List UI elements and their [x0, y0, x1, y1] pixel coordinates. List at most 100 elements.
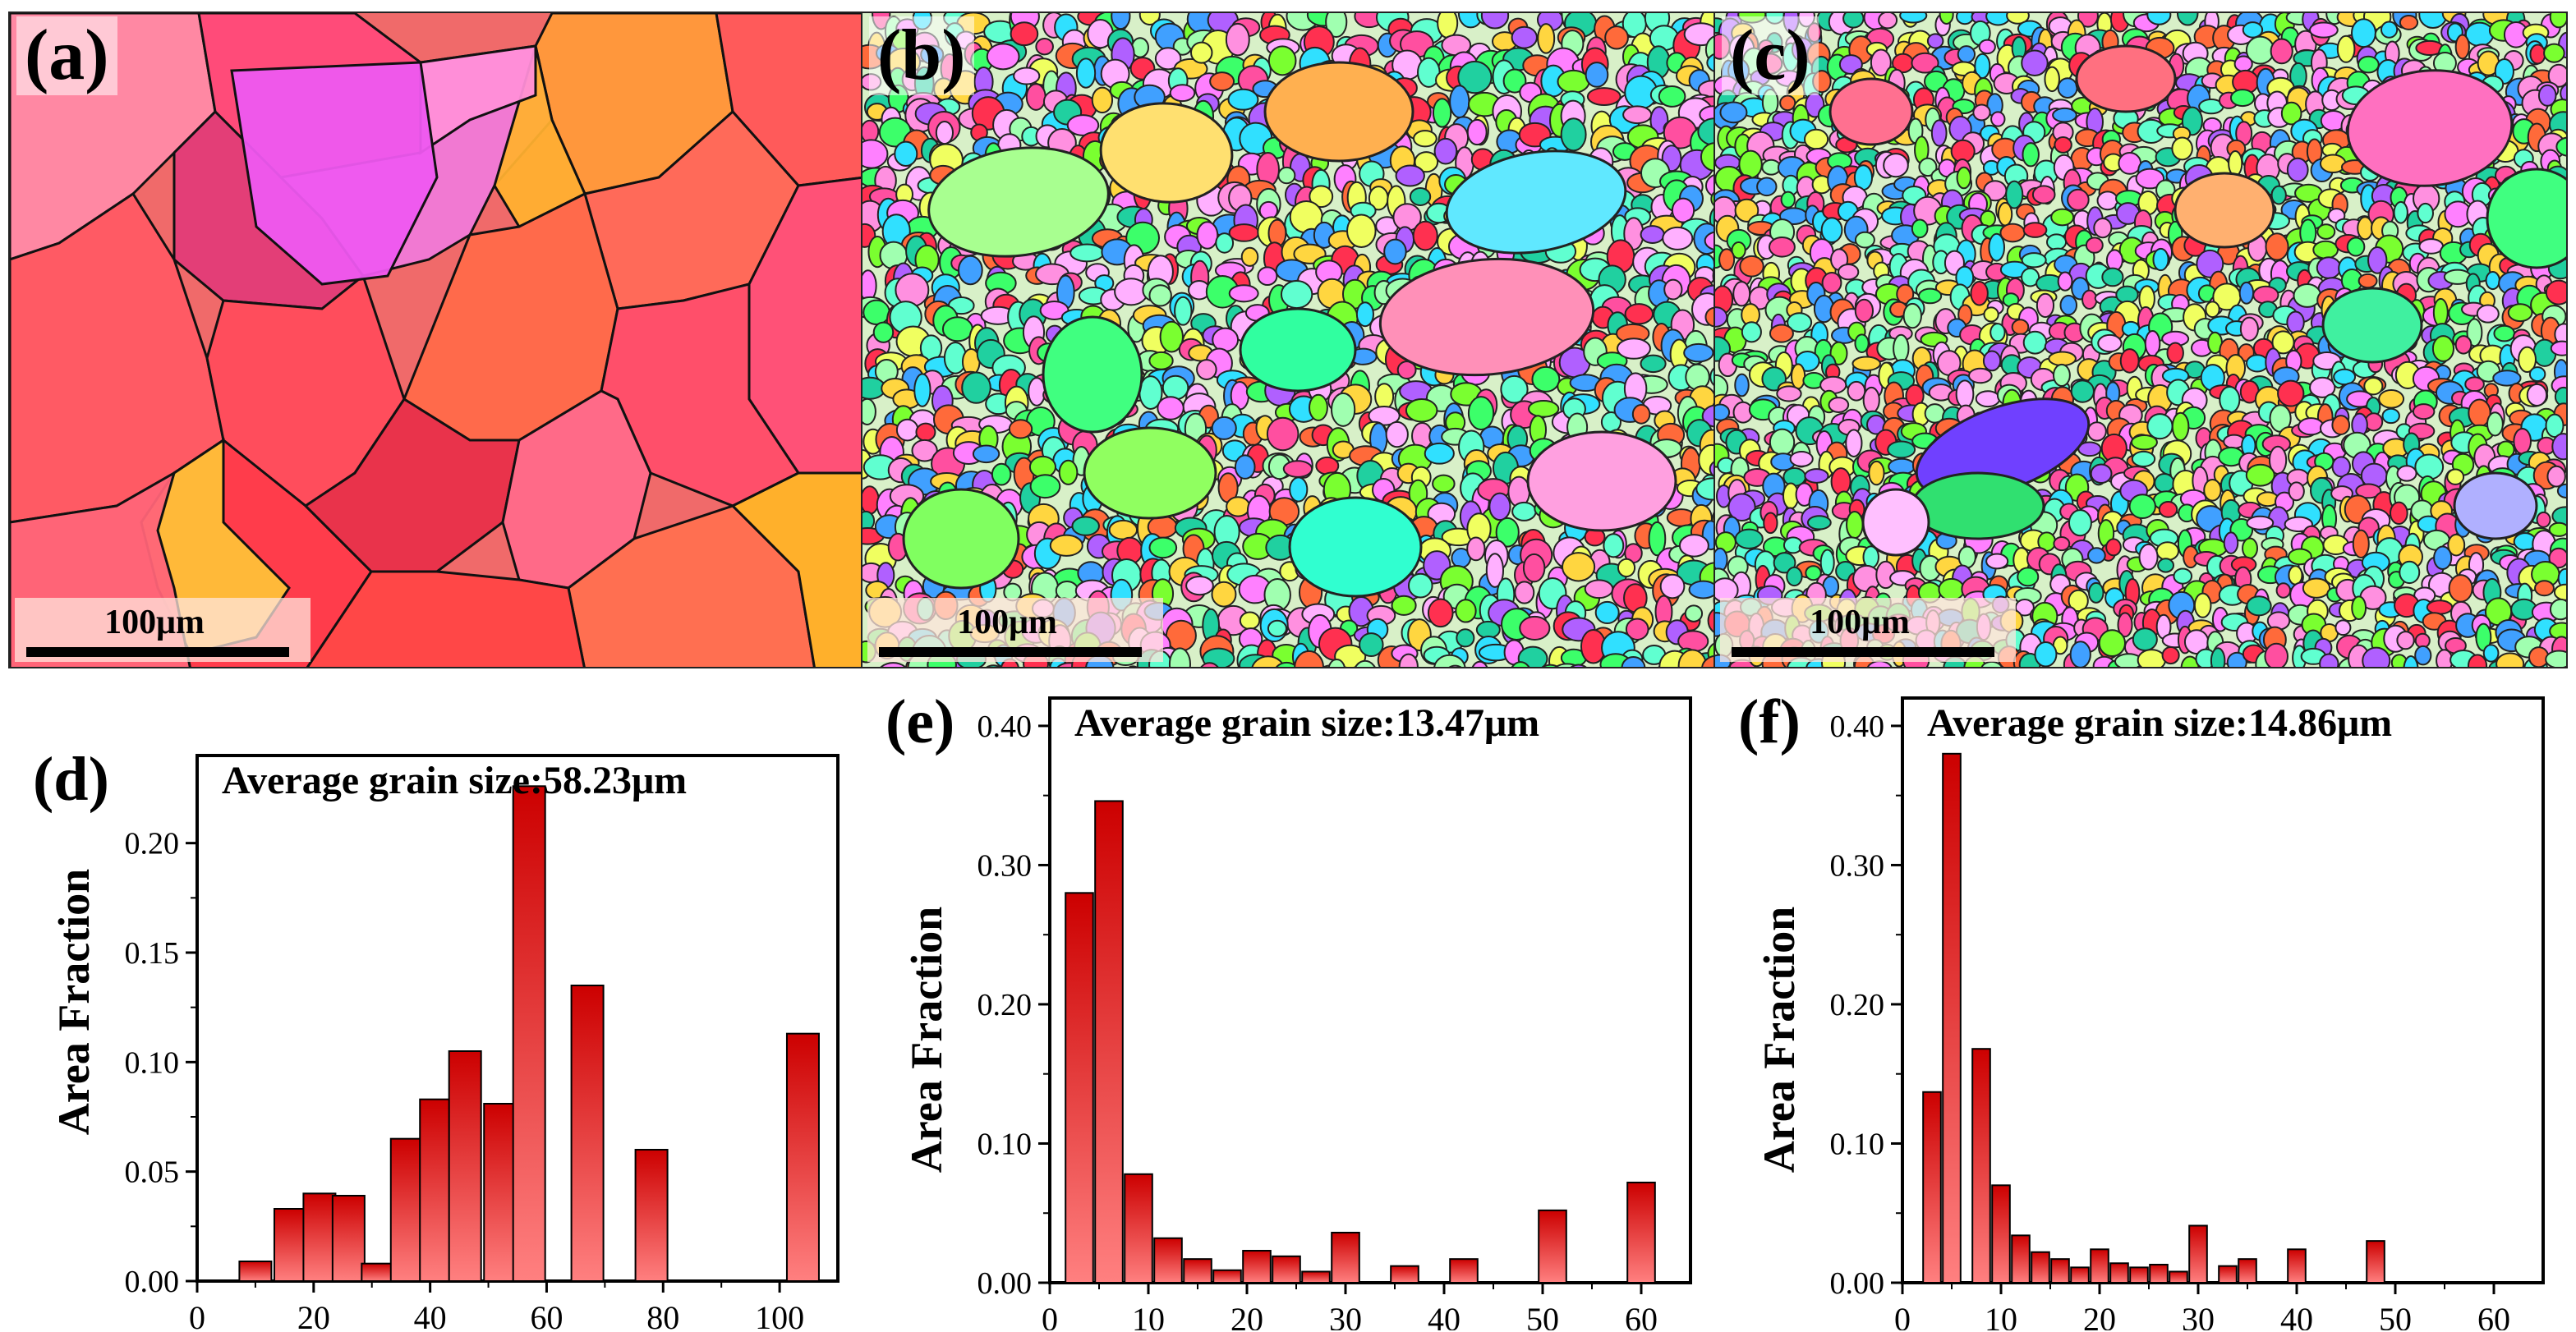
- y-tick-label: 0.20: [125, 827, 180, 861]
- grain-map-a: [10, 13, 861, 667]
- histogram-bar: [1538, 1209, 1567, 1284]
- x-tick-label: 0: [1894, 1301, 1911, 1330]
- histogram-bar: [1272, 1255, 1301, 1284]
- histogram-e: 01020304050600.000.100.200.300.40Diamete…: [886, 687, 1692, 1330]
- histogram-bar: [1991, 1184, 2011, 1284]
- y-tick-label: 0.20: [978, 988, 1033, 1022]
- histogram-bar: [1626, 1181, 1656, 1284]
- histogram-bar: [2188, 1224, 2208, 1284]
- histogram-bar: [2031, 1251, 2050, 1284]
- histogram-bar: [2169, 1270, 2188, 1284]
- y-tick-label: 0.30: [978, 848, 1033, 883]
- y-tick-label: 0.40: [978, 710, 1033, 744]
- histogram-bar: [302, 1192, 337, 1282]
- histogram-bar: [419, 1098, 453, 1283]
- histogram-bar: [361, 1262, 395, 1283]
- y-axis-label: Area Fraction: [1755, 907, 1804, 1173]
- histogram-bar: [1922, 1091, 1942, 1284]
- y-axis-label: Area Fraction: [902, 907, 951, 1173]
- y-tick-label: 0.15: [125, 936, 180, 971]
- x-tick-label: 60: [1625, 1301, 1658, 1330]
- scale-line-c: [1732, 647, 1994, 657]
- x-tick-label: 100: [755, 1299, 804, 1330]
- y-tick-label: 0.00: [1830, 1266, 1885, 1301]
- histogram-bar: [2070, 1266, 2090, 1284]
- ebsd-map-a: (a) 100μm: [8, 11, 862, 668]
- x-tick-label: 40: [2280, 1301, 2313, 1330]
- chart-title: Average grain size:14.86μm: [1927, 701, 2392, 745]
- histogram-bar: [1449, 1258, 1479, 1284]
- chart-panel-label: (e): [886, 687, 954, 756]
- ebsd-map-b: (b) 100μm: [861, 11, 1715, 668]
- x-tick-label: 30: [2182, 1301, 2215, 1330]
- y-tick-label: 0.30: [1830, 848, 1885, 883]
- histogram-bar: [1242, 1250, 1272, 1284]
- y-tick-label: 0.40: [1830, 710, 1885, 744]
- y-tick-label: 0.00: [978, 1266, 1033, 1301]
- grain-map-c: [1715, 13, 2566, 667]
- x-tick-label: 10: [1132, 1301, 1165, 1330]
- scale-text-c: 100μm: [1810, 604, 1910, 641]
- scale-bar-c: 100μm: [1720, 598, 2016, 662]
- histogram-bar: [2218, 1265, 2238, 1284]
- scale-line-b: [879, 647, 1142, 657]
- y-tick-label: 0.05: [125, 1155, 180, 1190]
- histogram-bar: [1065, 892, 1094, 1284]
- histogram-bar: [1331, 1231, 1360, 1284]
- x-tick-label: 40: [414, 1299, 447, 1330]
- chart-title: Average grain size:58.23μm: [222, 759, 687, 802]
- histogram-bar: [1971, 1048, 1991, 1284]
- x-tick-label: 20: [297, 1299, 330, 1330]
- histogram-bar: [2287, 1248, 2307, 1284]
- scale-bar-a: 100μm: [15, 598, 310, 662]
- x-tick-label: 50: [1526, 1301, 1559, 1330]
- chart-panel-label: (f): [1738, 687, 1801, 756]
- y-tick-label: 0.20: [1830, 988, 1885, 1022]
- chart-panel-label: (d): [33, 745, 109, 814]
- histogram-d: 0204060801000.000.050.100.150.20Diameter…: [33, 745, 840, 1330]
- scale-line-a: [26, 647, 289, 657]
- histogram-bar: [1183, 1258, 1212, 1284]
- histogram-bar: [273, 1208, 307, 1282]
- histogram-f: 01020304050600.000.100.200.300.40Diamete…: [1738, 687, 2545, 1330]
- ebsd-map-c: (c) 100μm: [1714, 11, 2568, 668]
- histogram-bar: [2109, 1262, 2129, 1284]
- histogram-bar: [483, 1103, 518, 1282]
- x-tick-label: 80: [646, 1299, 679, 1330]
- x-tick-label: 20: [2083, 1301, 2116, 1330]
- x-tick-label: 10: [1985, 1301, 2017, 1330]
- y-axis-label: Area Fraction: [49, 869, 99, 1135]
- x-tick-label: 40: [1428, 1301, 1460, 1330]
- panel-label-b: (b): [869, 16, 974, 95]
- histogram-charts: 0204060801000.000.050.100.150.20Diameter…: [33, 687, 2545, 1330]
- histogram-bar: [448, 1050, 482, 1282]
- histogram-bar: [2238, 1258, 2257, 1284]
- x-tick-label: 0: [189, 1299, 205, 1330]
- x-tick-label: 60: [2477, 1301, 2510, 1330]
- histogram-bar: [389, 1137, 424, 1283]
- histogram-bar: [2090, 1248, 2109, 1284]
- histogram-bar: [785, 1032, 820, 1282]
- histogram-bar: [1153, 1237, 1183, 1284]
- y-tick-label: 0.10: [1830, 1127, 1885, 1161]
- histogram-bar: [1301, 1270, 1331, 1284]
- plot-frame: [1048, 696, 1692, 1284]
- histogram-bar: [2149, 1263, 2169, 1284]
- histogram-bar: [570, 985, 605, 1282]
- histogram-bar: [1212, 1269, 1242, 1284]
- x-tick-label: 30: [1329, 1301, 1362, 1330]
- histogram-bar: [2011, 1234, 2031, 1284]
- x-tick-label: 60: [530, 1299, 563, 1330]
- x-tick-label: 0: [1042, 1301, 1058, 1330]
- panel-label-a: (a): [16, 16, 117, 95]
- histogram-bar: [1124, 1173, 1153, 1284]
- y-tick-label: 0.10: [125, 1045, 180, 1080]
- histogram-bar: [1390, 1265, 1419, 1284]
- scale-text-a: 100μm: [104, 604, 205, 641]
- histogram-bar: [2366, 1240, 2385, 1284]
- histogram-bar: [238, 1261, 273, 1282]
- chart-title: Average grain size:13.47μm: [1074, 701, 1539, 745]
- panel-label-c: (c): [1722, 16, 1819, 95]
- y-tick-label: 0.10: [978, 1127, 1033, 1161]
- histogram-bar: [331, 1195, 366, 1282]
